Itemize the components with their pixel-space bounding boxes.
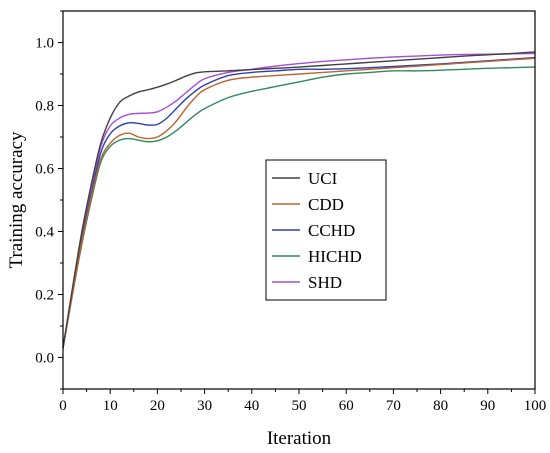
x-tick-label: 80 xyxy=(433,398,448,414)
legend-label-cchd: CCHD xyxy=(308,221,355,240)
series-line-hichd xyxy=(62,66,536,349)
legend-label-cdd: CDD xyxy=(308,195,344,214)
x-tick-label: 90 xyxy=(480,398,495,414)
x-tick-label: 40 xyxy=(244,398,259,414)
x-tick-label: 50 xyxy=(292,398,307,414)
x-axis-ticks: 0 10 20 30 40 50 60 70 80 90 100 xyxy=(59,389,546,414)
x-tick-label: 20 xyxy=(150,398,165,414)
y-axis-title: Training accuracy xyxy=(6,131,27,268)
x-tick-label: 30 xyxy=(197,398,212,414)
series-line-shd xyxy=(62,52,536,349)
y-tick-label: 1.0 xyxy=(35,36,54,52)
x-tick-label: 60 xyxy=(339,398,354,414)
legend-label-uci: UCI xyxy=(308,169,338,188)
x-tick-label: 100 xyxy=(524,398,547,414)
x-tick-label: 70 xyxy=(386,398,401,414)
legend-label-hichd: HICHD xyxy=(308,247,362,266)
y-tick-label: 0.0 xyxy=(35,351,54,367)
series-line-cchd xyxy=(62,56,536,349)
legend: UCI CDD CCHD HICHD SHD xyxy=(265,159,387,301)
series-line-cdd xyxy=(62,57,536,349)
x-tick-label: 10 xyxy=(103,398,118,414)
series-line-uci xyxy=(62,51,536,349)
y-tick-label: 0.6 xyxy=(35,162,54,178)
y-axis-ticks: 0.0 0.2 0.4 0.6 0.8 1.0 xyxy=(35,10,63,390)
x-axis-title: Iteration xyxy=(267,428,332,449)
x-tick-label: 0 xyxy=(59,398,67,414)
y-tick-label: 0.4 xyxy=(35,225,54,241)
y-tick-label: 0.2 xyxy=(35,288,54,304)
series-lines xyxy=(62,51,536,349)
y-tick-label: 0.8 xyxy=(35,99,54,115)
legend-label-shd: SHD xyxy=(308,273,342,292)
